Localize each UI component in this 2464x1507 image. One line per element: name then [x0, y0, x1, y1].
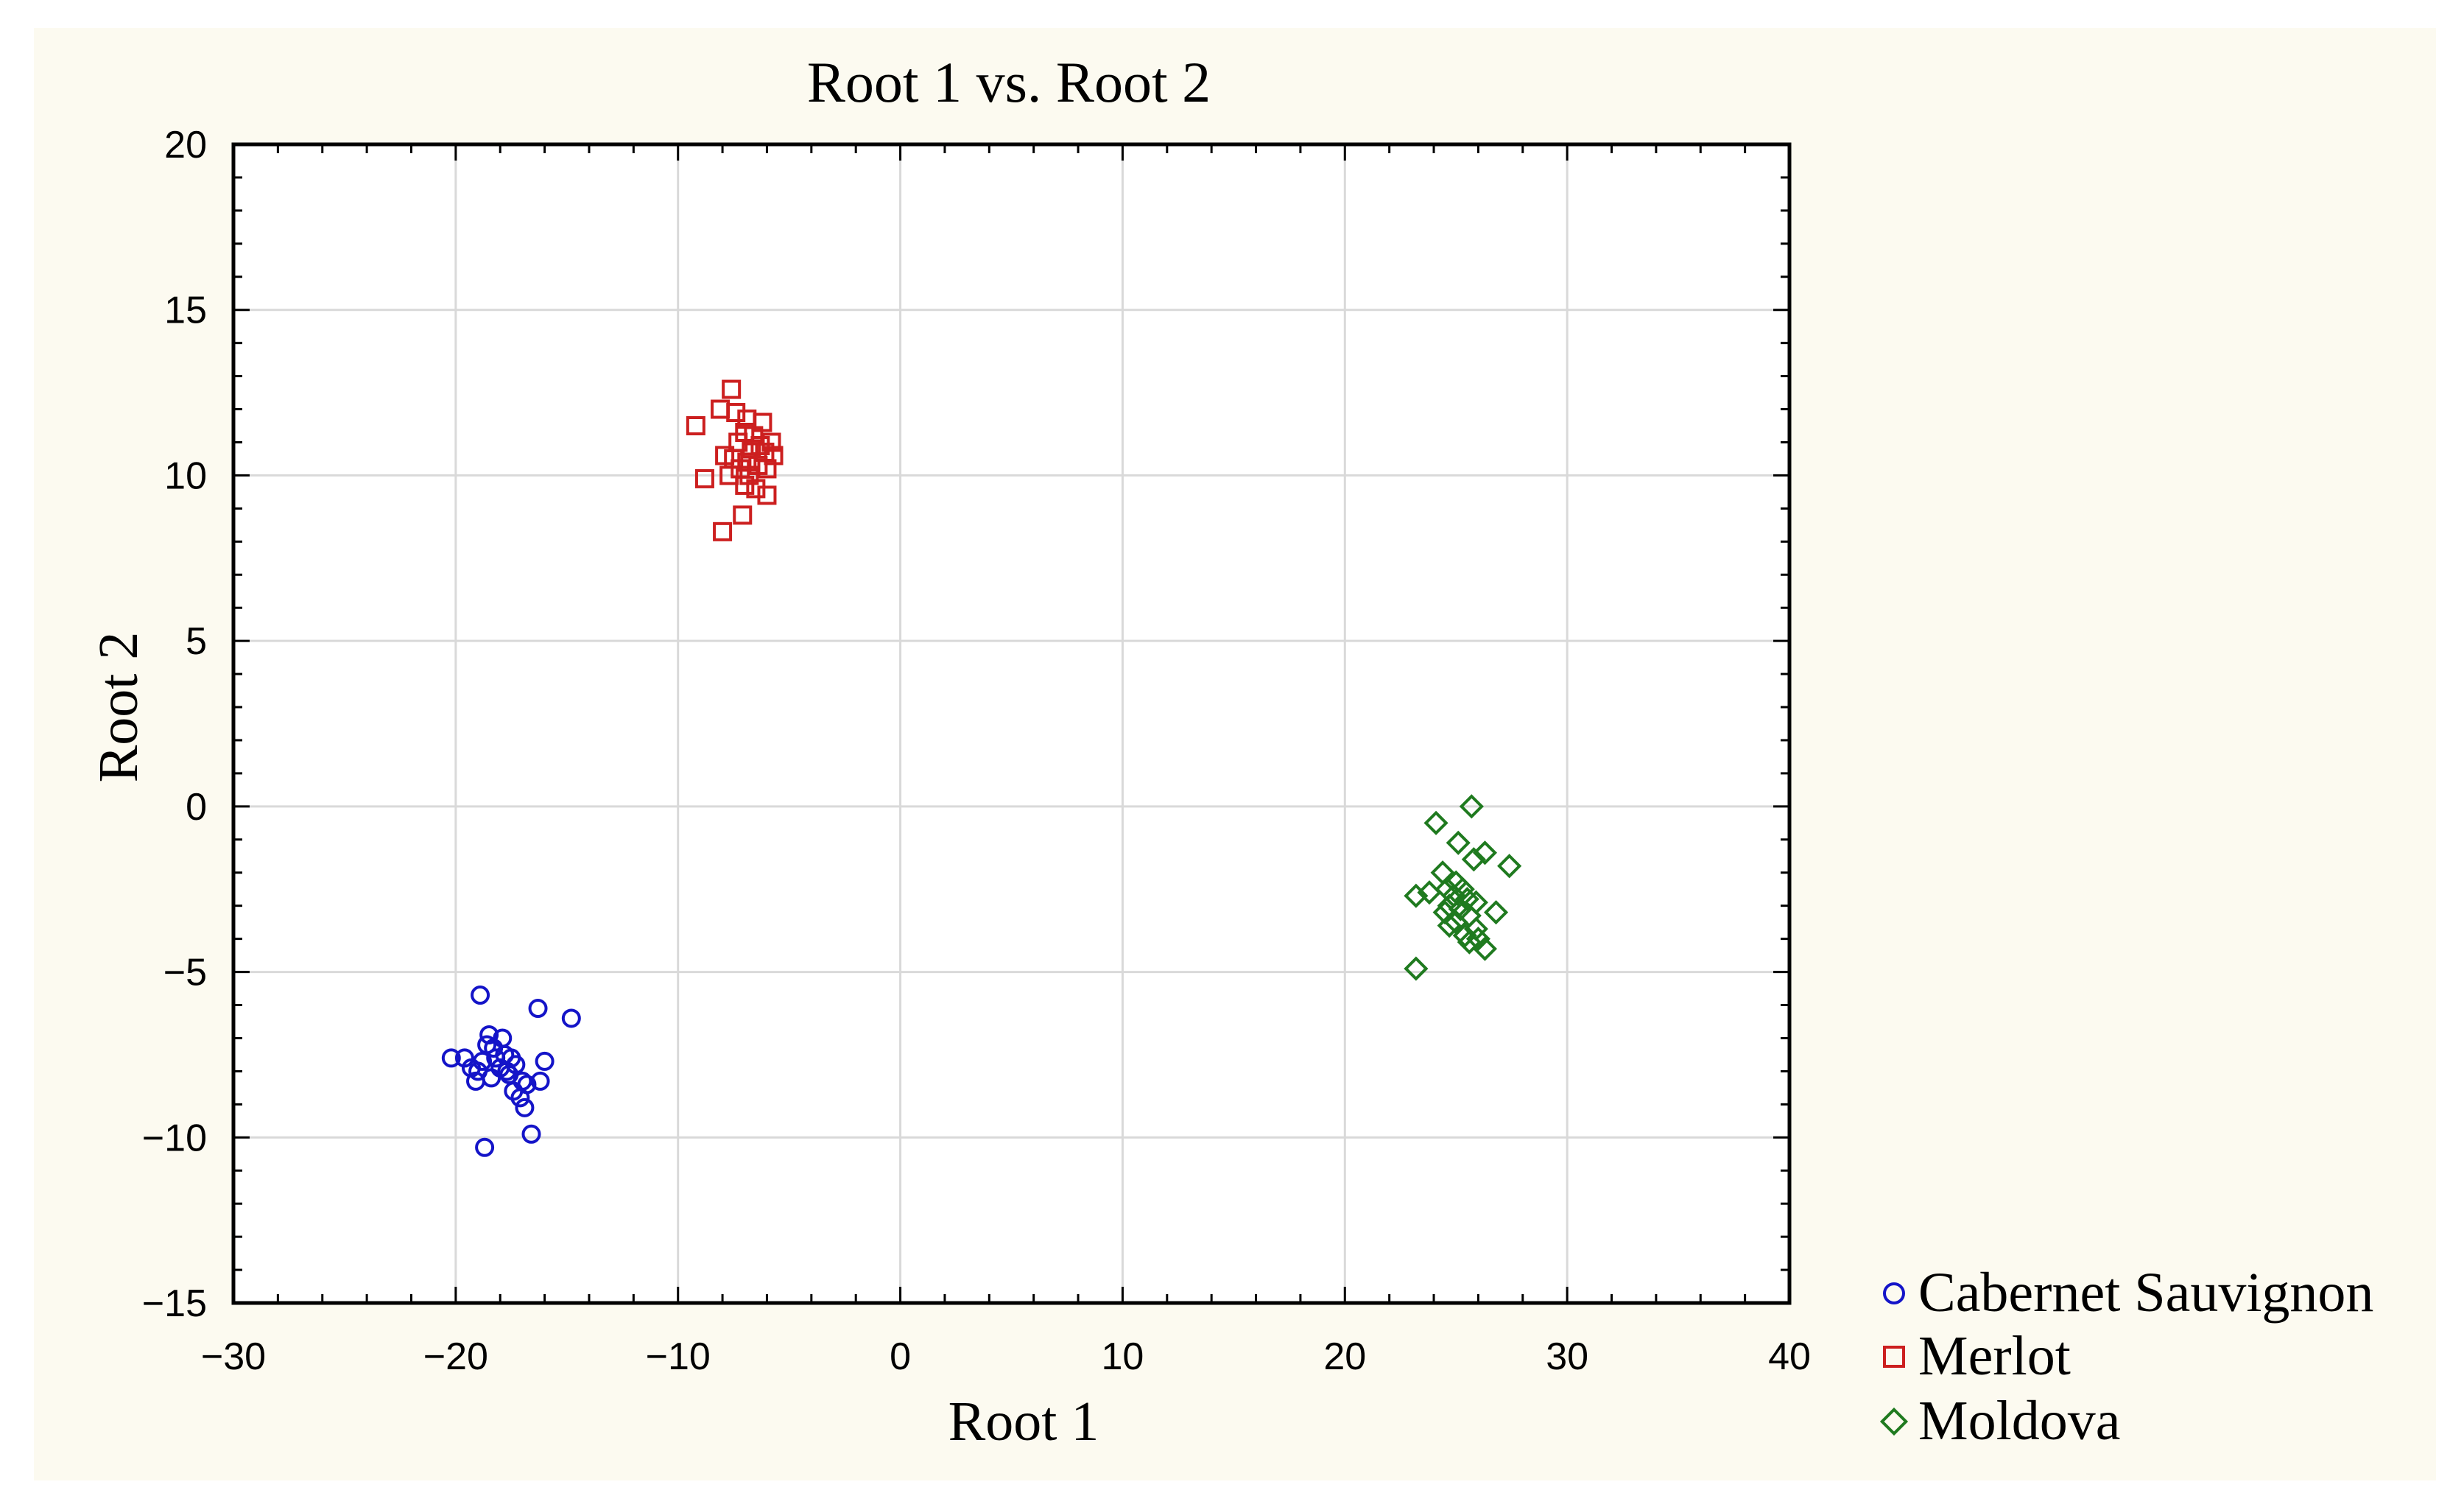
legend-marker-circle — [1883, 1282, 1905, 1304]
cabernet-point — [528, 999, 548, 1019]
moldova-point — [1461, 847, 1486, 872]
plot-frame — [231, 142, 1792, 1305]
legend-item-cabernet: Cabernet Sauvignon — [1883, 1262, 2373, 1324]
data-points — [441, 379, 1522, 1157]
legend-label-merlot: Merlot — [1918, 1325, 2071, 1387]
x-tick-label: −30 — [201, 1335, 266, 1378]
legend-label-moldova: Moldova — [1918, 1390, 2120, 1452]
merlot-point — [686, 416, 705, 436]
merlot-point — [713, 521, 733, 541]
cabernet-point — [521, 1124, 541, 1144]
moldova-point — [1483, 900, 1509, 925]
x-tick-label: −10 — [646, 1335, 711, 1378]
merlot-point — [735, 475, 755, 495]
merlot-point — [750, 435, 770, 455]
y-tick-label: 5 — [186, 620, 207, 663]
moldova-point — [1437, 913, 1462, 938]
merlot-point — [733, 505, 753, 525]
y-tick-label: 0 — [186, 786, 207, 829]
merlot-point — [757, 485, 777, 505]
moldova-point — [1423, 810, 1449, 835]
cabernet-point — [482, 1068, 501, 1088]
legend-marker-circle-icon — [1883, 1282, 1905, 1304]
x-tick-labels: −30 −20 −10 0 10 20 30 40 — [201, 1335, 1811, 1378]
y-tick-label: 20 — [164, 124, 207, 166]
x-tick-label: 10 — [1102, 1335, 1144, 1378]
cabernet-point — [441, 1048, 461, 1068]
merlot-point — [694, 468, 714, 488]
x-tick-label: 40 — [1768, 1335, 1811, 1378]
legend-item-moldova: Moldova — [1879, 1390, 2120, 1452]
y-tick-label: 15 — [164, 289, 207, 332]
x-tick-label: −20 — [423, 1335, 488, 1378]
cabernet-point — [561, 1008, 581, 1028]
y-tick-label: −15 — [142, 1282, 207, 1325]
x-axis-label: Root 1 — [948, 1391, 1099, 1452]
cabernet-point — [475, 1137, 495, 1157]
y-tick-label: −10 — [142, 1117, 207, 1159]
merlot-point — [726, 403, 746, 423]
merlot-point — [757, 459, 777, 479]
legend: Cabernet Sauvignon Merlot Moldova — [1879, 1262, 2373, 1452]
merlot-point — [722, 379, 742, 399]
y-tick-label: −5 — [163, 952, 207, 994]
legend-marker-square — [1883, 1346, 1905, 1368]
y-tick-labels: −15 −10 −5 0 5 10 15 20 — [142, 124, 207, 1325]
legend-label-cabernet: Cabernet Sauvignon — [1918, 1262, 2373, 1324]
cabernet-point — [471, 986, 490, 1005]
moldova-point — [1446, 830, 1471, 855]
legend-marker-square-icon — [1883, 1346, 1905, 1368]
cabernet-point — [535, 1051, 555, 1071]
x-tick-label: 30 — [1546, 1335, 1588, 1378]
legend-marker-diamond — [1879, 1407, 1909, 1436]
merlot-point — [719, 466, 739, 485]
moldova-point — [1459, 794, 1484, 819]
merlot-point — [746, 479, 766, 499]
cabernet-point — [499, 1064, 519, 1084]
moldova-point — [1472, 840, 1498, 865]
x-tick-label: 0 — [890, 1335, 911, 1378]
plot-area — [233, 144, 1789, 1303]
moldova-point — [1417, 880, 1442, 905]
moldova-point — [1404, 956, 1429, 981]
y-axis-label: Root 2 — [88, 632, 149, 783]
chart-title: Root 1 vs. Root 2 — [807, 50, 1211, 114]
moldova-point — [1452, 923, 1477, 948]
moldova-point — [1472, 936, 1498, 961]
moldova-point — [1404, 883, 1429, 908]
y-tick-label: 10 — [164, 454, 207, 497]
cabernet-point — [515, 1097, 535, 1117]
moldova-point — [1463, 916, 1488, 941]
legend-marker-diamond-icon — [1879, 1407, 1909, 1436]
cabernet-point — [517, 1075, 537, 1095]
cabernet-point — [530, 1071, 550, 1091]
moldova-point — [1497, 854, 1522, 879]
x-tick-label: 20 — [1323, 1335, 1366, 1378]
legend-item-merlot: Merlot — [1883, 1325, 2071, 1387]
grid-lines — [233, 144, 1789, 1303]
